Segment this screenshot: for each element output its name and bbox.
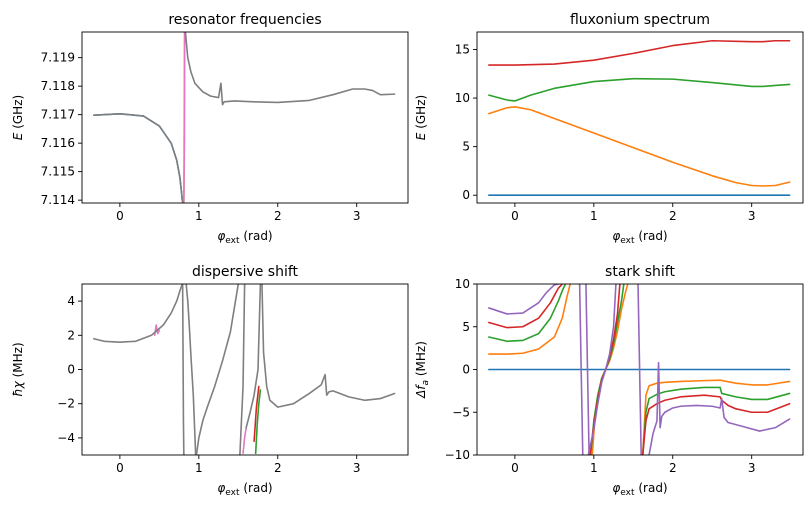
dispersive-shift-series-line	[239, 284, 246, 455]
resonator-frequencies-plot-frame	[81, 31, 409, 204]
stark-shift-x-tick-label: 3	[748, 461, 756, 475]
resonator-frequencies-x-tick-label: 0	[116, 209, 124, 223]
fluxonium-spectrum-x-tick-label: 0	[511, 209, 519, 223]
fluxonium-spectrum-x-tick-label: 1	[590, 209, 598, 223]
dispersive-shift-y-tick-label: −4	[57, 431, 75, 445]
fluxonium-spectrum-x-tick-label: 2	[669, 209, 677, 223]
resonator-frequencies-x-tick-label: 3	[353, 209, 361, 223]
fluxonium-spectrum-series-line	[488, 106, 791, 187]
stark-shift-series-group	[488, 284, 791, 455]
fluxonium-spectrum-series-line	[488, 39, 791, 66]
fluxonium-spectrum-y-tick-label: 15	[455, 42, 470, 56]
fluxonium-spectrum-series-group	[488, 39, 791, 197]
resonator-frequencies-y-tick-label: 7.117	[41, 108, 75, 122]
stark-shift-series-line	[641, 379, 791, 455]
fluxonium-spectrum-plot-frame	[476, 31, 804, 204]
stark-shift-series-line	[488, 284, 571, 355]
resonator-frequencies-series-line	[183, 32, 187, 203]
dispersive-shift-x-tick-label: 2	[274, 461, 282, 475]
dispersive-shift-title: dispersive shift	[192, 264, 299, 280]
fluxonium-spectrum-y-tick-label: 0	[462, 188, 470, 202]
stark-shift-series-line	[637, 284, 642, 455]
resonator-frequencies-series-group	[93, 32, 396, 203]
resonator-frequencies-chart: 0 1 2 3 7.114 7.115 7.116 7.117 7.118 7.119 resona…	[11, 12, 409, 246]
dispersive-shift-y-tick-label: 0	[67, 363, 75, 377]
stark-shift-x-tick-label: 2	[669, 461, 677, 475]
fluxonium-spectrum-y-tick-label: 5	[462, 140, 470, 154]
dispersive-shift-x-tick-label: 3	[353, 461, 361, 475]
dispersive-shift-series-group	[93, 284, 396, 455]
dispersive-shift-y-tick-label: 4	[67, 294, 75, 308]
stark-shift-series-line	[488, 284, 560, 315]
stark-shift-series-line	[488, 284, 567, 343]
stark-shift-y-tick-label: −10	[445, 448, 470, 462]
stark-shift-series-line	[641, 394, 791, 455]
resonator-frequencies-x-tick-label: 2	[274, 209, 282, 223]
fluxonium-spectrum-title: fluxonium spectrum	[570, 12, 710, 28]
chart-panels: 0 1 2 3 7.114 7.115 7.116 7.117 7.118 7.119 resona…	[11, 12, 804, 498]
stark-shift-chart: 0 1 2 3 −10 −5 0 5 10 stark shift φext (rad) Δfa (M…	[414, 264, 804, 498]
stark-shift-series-line	[578, 284, 584, 455]
dispersive-shift-x-tick-label: 0	[116, 461, 124, 475]
dispersive-shift-series-line	[181, 284, 186, 455]
fluxonium-spectrum-chart: 0 1 2 3 0 5 10 15 fluxonium spectrum φext (rad) E …	[414, 12, 804, 246]
stark-shift-series-line	[488, 284, 564, 329]
resonator-frequencies-x-tick-label: 1	[195, 209, 203, 223]
resonator-frequencies-y-axis-label: E (GHz)	[11, 95, 25, 140]
dispersive-shift-chart: 0 1 2 3 −4 −2 0 2 4 dispersive shift φext (rad) ħχ …	[11, 264, 409, 498]
resonator-frequencies-y-tick-label: 7.114	[41, 193, 75, 207]
dispersive-shift-x-tick-label: 1	[195, 461, 203, 475]
dispersive-shift-series-line	[245, 284, 262, 429]
stark-shift-series-line	[587, 284, 617, 455]
dispersive-shift-series-line	[242, 426, 247, 455]
fluxonium-spectrum-x-tick-label: 3	[748, 209, 756, 223]
resonator-frequencies-x-axis-label: φext (rad)	[217, 229, 272, 246]
resonator-frequencies-y-tick-label: 7.118	[41, 79, 75, 93]
dispersive-shift-series-line	[253, 385, 260, 443]
dispersive-shift-y-tick-label: 2	[67, 328, 75, 342]
dispersive-shift-series-line	[185, 284, 197, 455]
resonator-frequencies-series-line	[93, 113, 184, 203]
fluxonium-spectrum-y-axis-label: E (GHz)	[414, 95, 428, 140]
fluxonium-spectrum-series-line	[488, 77, 791, 102]
dispersive-shift-y-tick-label: −2	[57, 397, 75, 411]
stark-shift-y-tick-label: −5	[452, 405, 470, 419]
fluxonium-spectrum-x-axis-label: φext (rad)	[612, 229, 667, 246]
resonator-frequencies-y-tick-label: 7.116	[41, 136, 75, 150]
resonator-frequencies-y-tick-label: 7.115	[41, 165, 75, 179]
stark-shift-x-tick-label: 1	[590, 461, 598, 475]
stark-shift-series-line	[648, 361, 791, 455]
dispersive-shift-series-line	[93, 284, 184, 343]
dispersive-shift-series-line	[254, 389, 262, 455]
dispersive-shift-series-line	[153, 324, 161, 337]
dispersive-shift-series-line	[261, 284, 396, 408]
stark-shift-x-tick-label: 0	[511, 461, 519, 475]
dispersive-shift-x-axis-label: φext (rad)	[217, 481, 272, 498]
dispersive-shift-y-axis-label: ħχ (MHz)	[11, 342, 25, 396]
resonator-frequencies-series-line	[184, 32, 396, 106]
fluxonium-spectrum-y-tick-label: 10	[455, 91, 470, 105]
stark-shift-title: stark shift	[605, 264, 675, 280]
stark-shift-y-tick-label: 10	[455, 277, 470, 291]
stark-shift-y-axis-label: Δfa (MHz)	[414, 341, 431, 399]
stark-shift-y-tick-label: 0	[462, 363, 470, 377]
resonator-frequencies-title: resonator frequencies	[168, 12, 321, 28]
stark-shift-y-tick-label: 5	[462, 320, 470, 334]
resonator-frequencies-y-tick-label: 7.119	[41, 51, 75, 65]
stark-shift-x-axis-label: φext (rad)	[612, 481, 667, 498]
dispersive-shift-series-line	[195, 284, 240, 455]
stark-shift-series-line	[641, 386, 791, 455]
stark-shift-series-line	[585, 284, 590, 455]
